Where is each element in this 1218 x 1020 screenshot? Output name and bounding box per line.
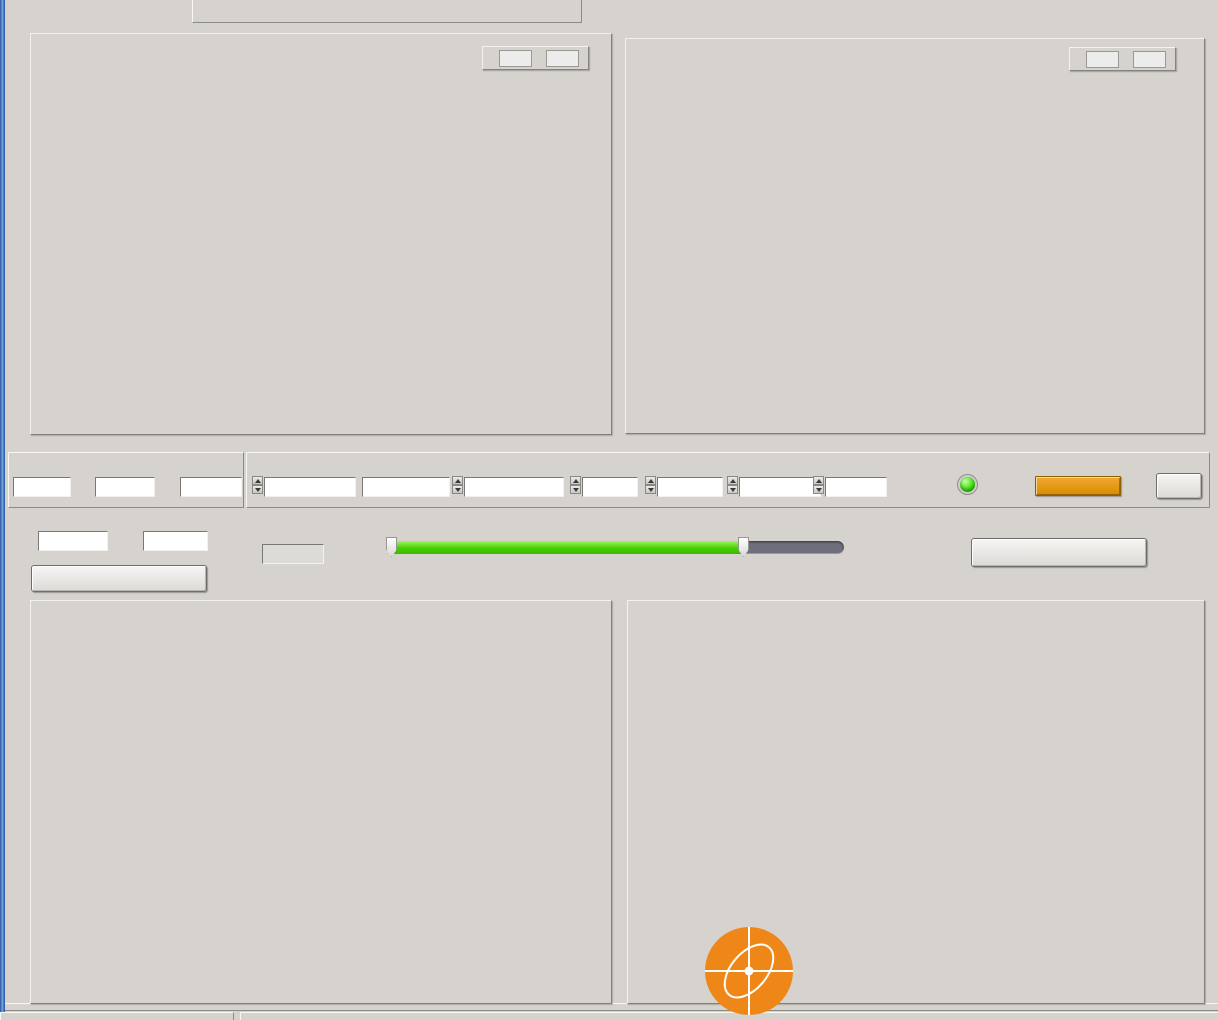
td-legend[interactable] <box>482 46 589 70</box>
interval-slider-range-fill <box>388 541 743 554</box>
interval-slider-scale <box>388 566 844 580</box>
start-pos-input[interactable] <box>95 477 155 497</box>
refractive-index-panel <box>30 600 612 1004</box>
refractive-index-graph <box>31 601 611 1003</box>
bottom-tab-right <box>240 1012 1218 1020</box>
ref-frequency-spinner[interactable] <box>452 476 463 496</box>
fd-spectrum-panel <box>625 38 1205 434</box>
ref-frequency-input[interactable] <box>464 477 564 497</box>
time-constant-spinner[interactable] <box>252 476 263 496</box>
time-constant-input[interactable] <box>264 477 356 497</box>
angle-of-incidence-input[interactable] <box>143 531 208 551</box>
thickness-input[interactable] <box>38 531 108 551</box>
window-left-edge <box>0 0 5 1020</box>
interval-slider-ticks <box>388 557 844 565</box>
quit-button[interactable] <box>1156 473 1202 499</box>
td-legend-meas-glyph[interactable] <box>546 49 579 67</box>
input-range-select[interactable] <box>657 477 723 497</box>
bottom-divider <box>5 1003 1218 1011</box>
interval-slider-handle-min[interactable] <box>386 537 397 557</box>
calibration-factor-spinner[interactable] <box>813 476 824 496</box>
top-tab-panel <box>192 0 582 23</box>
input-range-spinner[interactable] <box>645 476 656 496</box>
double-optical-path-led[interactable] <box>960 477 975 492</box>
calibration-factor-input[interactable] <box>825 477 887 497</box>
transmission-toggle-button[interactable] <box>1035 476 1121 496</box>
phase-input[interactable] <box>582 477 638 497</box>
bottom-tab-left <box>0 1012 234 1020</box>
calculate-optical-properties-button[interactable] <box>31 565 207 592</box>
td-legend-ref-glyph[interactable] <box>499 49 532 67</box>
bias-voltage-input[interactable] <box>362 477 450 497</box>
save-optical-data-button[interactable] <box>971 538 1147 567</box>
rayscience-logo-icon <box>705 927 793 1015</box>
phase-spinner[interactable] <box>570 476 581 496</box>
window-select[interactable] <box>739 477 821 497</box>
interval-slider-track[interactable] <box>386 537 844 557</box>
fd-spectrum-graph <box>626 39 1204 433</box>
td-waveform-panel <box>30 33 612 435</box>
stepwidth-input[interactable] <box>13 477 71 497</box>
fd-legend[interactable] <box>1069 47 1176 71</box>
window-spinner[interactable] <box>727 476 738 496</box>
n-from-td-indicator <box>262 544 324 564</box>
end-pos-input[interactable] <box>180 477 242 497</box>
td-waveform-graph <box>31 34 611 434</box>
fd-legend-ref-glyph[interactable] <box>1086 50 1119 68</box>
interval-slider-handle-max[interactable] <box>738 537 749 557</box>
fd-legend-meas-glyph[interactable] <box>1133 50 1166 68</box>
